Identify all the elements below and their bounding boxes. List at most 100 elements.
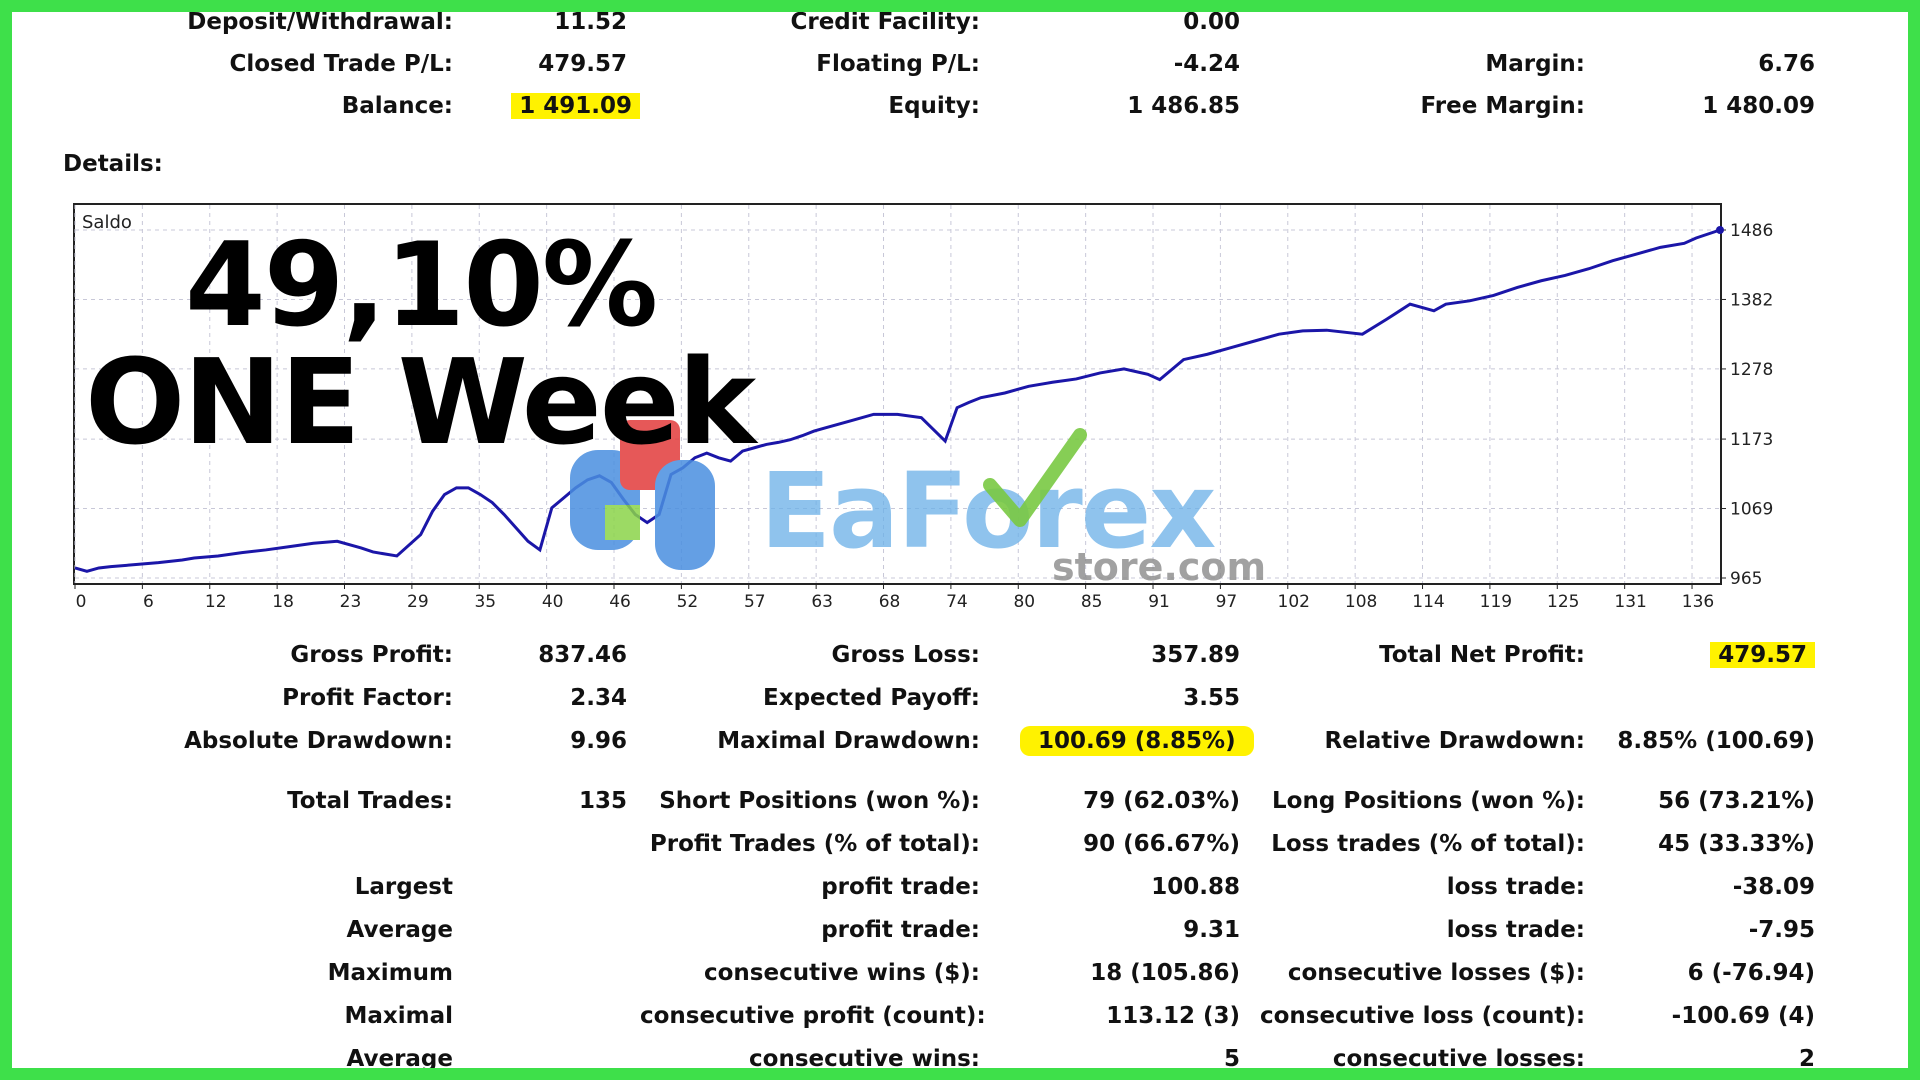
x-tick-label: 6	[143, 592, 154, 612]
stat-label-col2: Profit Trades (% of total):	[649, 831, 980, 857]
maximal-drawdown-value: 100.69 (8.85%)	[1020, 726, 1254, 756]
eaforex-logo-icon	[570, 420, 715, 570]
stat-value-col3: 56 (73.21%)	[1658, 788, 1815, 814]
stat-value-col1: 837.46	[538, 642, 627, 668]
equity-label: Equity:	[888, 93, 980, 119]
stat-label-col2: Expected Payoff:	[763, 685, 980, 711]
balance-chart: 0 6 12 18 23 29 35 40 46 52 57 63 68 74 80 85 91 97 102 108…	[73, 203, 1773, 612]
stat-value-col3: -7.95	[1748, 917, 1815, 943]
y-tick-label: 1278	[1730, 360, 1773, 380]
y-tick-label: 1382	[1730, 290, 1773, 310]
free-margin-value: 1 480.09	[1702, 93, 1815, 119]
stat-value-col2: 113.12 (3)	[1106, 1003, 1240, 1029]
x-tick-label: 85	[1081, 592, 1103, 612]
x-tick-label: 131	[1614, 592, 1646, 612]
x-tick-label: 91	[1148, 592, 1170, 612]
stat-value-col1: 9.96	[570, 728, 627, 754]
stat-value-col3: 8.85% (100.69)	[1617, 728, 1815, 754]
y-tick-label: 1486	[1730, 221, 1773, 241]
x-tick-label: 108	[1345, 592, 1377, 612]
stat-label-col3: Relative Drawdown:	[1324, 728, 1585, 754]
stat-label-col3: consecutive losses:	[1332, 1046, 1585, 1072]
balance-value-wrap: 1 491.09	[505, 91, 640, 121]
equity-value: 1 486.85	[1127, 93, 1240, 119]
x-tick-label: 97	[1216, 592, 1238, 612]
x-tick-label: 136	[1682, 592, 1714, 612]
stat-label-col1: Average	[346, 1046, 454, 1072]
stat-value-col2: 5	[1223, 1046, 1240, 1072]
x-tick-label: 102	[1278, 592, 1310, 612]
stat-label-col3: Total Net Profit:	[1379, 642, 1585, 668]
x-tick-label: 18	[272, 592, 294, 612]
stat-label-col2: Maximal Drawdown:	[717, 728, 980, 754]
stat-value-col3: 6 (-76.94)	[1687, 960, 1815, 986]
stat-label-col1: Average	[346, 917, 454, 943]
x-tick-label: 35	[474, 592, 496, 612]
stat-value-col3: 2	[1798, 1046, 1815, 1072]
closed-trade-pl-value: 479.57	[538, 51, 627, 77]
x-tick-label: 23	[340, 592, 362, 612]
x-tick-label: 29	[407, 592, 429, 612]
stat-value-col2: 100.69 (8.85%)	[1020, 726, 1254, 756]
closed-trade-pl-label: Closed Trade P/L:	[229, 51, 453, 77]
stat-value-col3: -38.09	[1732, 874, 1815, 900]
details-title: Details:	[63, 151, 163, 177]
stat-label-col1: Total Trades:	[287, 788, 453, 814]
x-tick-label: 125	[1547, 592, 1579, 612]
floating-pl-value: -4.24	[1173, 51, 1240, 77]
stat-value-col2: 90 (66.67%)	[1083, 831, 1240, 857]
check-icon	[983, 428, 1087, 527]
watermark-domain: store.com	[1052, 545, 1267, 589]
stat-value-col2: 79 (62.03%)	[1083, 788, 1240, 814]
watermark-brand: EaForex	[760, 450, 1216, 572]
stat-label-col3: consecutive loss (count):	[1260, 1003, 1586, 1029]
deposit-withdrawal-label: Deposit/Withdrawal:	[187, 9, 453, 35]
stat-label-col1: Absolute Drawdown:	[184, 728, 453, 754]
chart-plot-area	[73, 203, 1722, 585]
stat-label-col2: profit trade:	[821, 917, 980, 943]
x-tick-label: 52	[677, 592, 699, 612]
stat-value-col2: 3.55	[1183, 685, 1240, 711]
stat-label-col3: consecutive losses ($):	[1287, 960, 1585, 986]
floating-pl-label: Floating P/L:	[816, 51, 980, 77]
balance-label: Balance:	[341, 93, 453, 119]
stat-value-col2: 18 (105.86)	[1090, 960, 1240, 986]
credit-facility-value: 0.00	[1183, 9, 1240, 35]
total-net-profit-value: 479.57	[1710, 642, 1815, 668]
stat-value-col1: 135	[578, 788, 627, 814]
stat-value-col2: 357.89	[1151, 642, 1240, 668]
y-tick-label: 1173	[1730, 430, 1773, 450]
margin-value: 6.76	[1758, 51, 1815, 77]
overlay-period: ONE Week	[85, 333, 756, 471]
x-tick-label: 68	[879, 592, 901, 612]
margin-label: Margin:	[1485, 51, 1585, 77]
stat-value-col2: 9.31	[1183, 917, 1240, 943]
credit-facility-label: Credit Facility:	[790, 9, 980, 35]
stat-label-col3: loss trade:	[1446, 874, 1585, 900]
x-tick-label: 57	[744, 592, 766, 612]
x-tick-label: 74	[946, 592, 968, 612]
x-tick-label: 114	[1412, 592, 1444, 612]
chart-series-label: Saldo	[82, 212, 132, 233]
x-tick-label: 40	[542, 592, 564, 612]
stat-value-col3: 479.57	[1600, 640, 1815, 670]
stat-label-col2: consecutive wins ($):	[703, 960, 980, 986]
stat-label-col2: consecutive profit (count):	[640, 1003, 986, 1029]
saldo-series-line	[74, 228, 1721, 573]
stat-label-col1: Maximum	[327, 960, 453, 986]
x-tick-label: 0	[76, 592, 87, 612]
stat-label-col2: profit trade:	[821, 874, 980, 900]
stat-label-col1: Maximal	[344, 1003, 454, 1029]
stat-label-col2: consecutive wins:	[749, 1046, 980, 1072]
stat-label-col3: Loss trades (% of total):	[1271, 831, 1585, 857]
deposit-withdrawal-value: 11.52	[554, 9, 627, 35]
stat-value-col2: 100.88	[1151, 874, 1240, 900]
x-tick-label: 119	[1480, 592, 1512, 612]
balance-value: 1 491.09	[511, 93, 640, 119]
x-tick-label: 63	[811, 592, 833, 612]
stat-label-col2: Gross Loss:	[831, 642, 980, 668]
stat-value-col3: -100.69 (4)	[1671, 1003, 1815, 1029]
saldo-end-point	[1716, 226, 1724, 234]
stat-value-col1: 2.34	[570, 685, 627, 711]
overlay-percent: 49,10%	[185, 218, 658, 353]
